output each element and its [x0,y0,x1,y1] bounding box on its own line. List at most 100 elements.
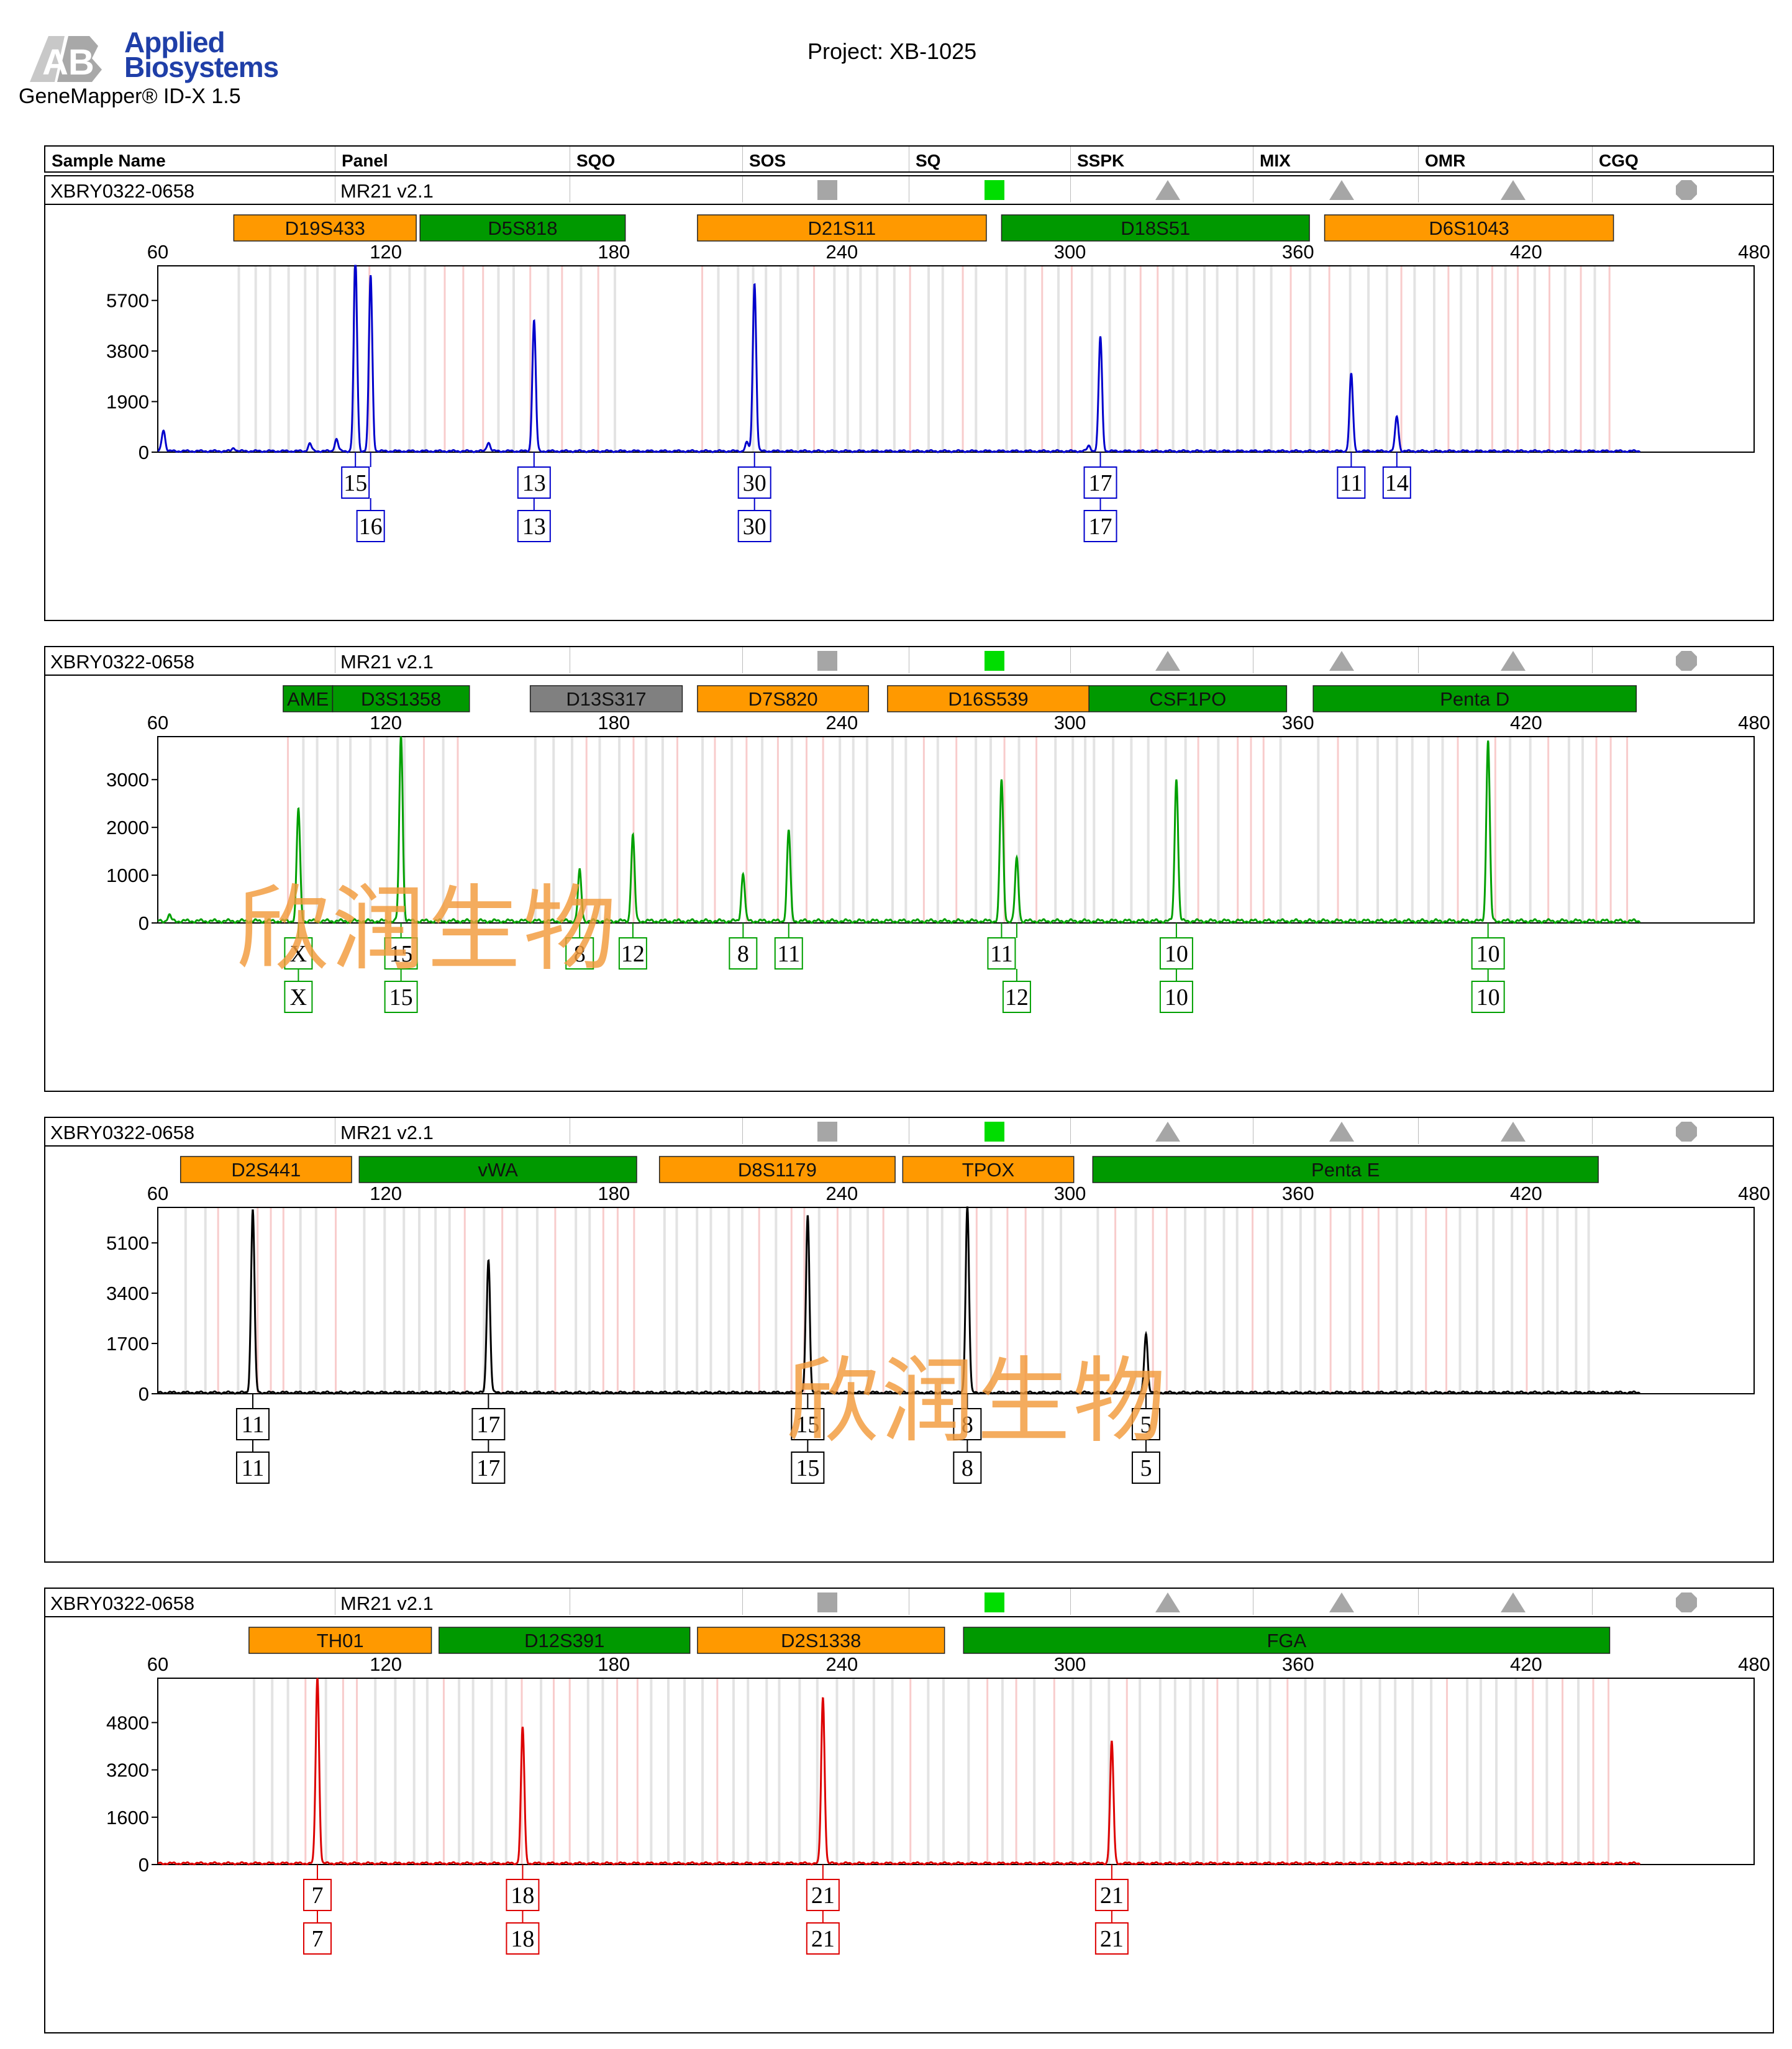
allele-call[interactable]: 30 30 [737,452,771,542]
marker-vwa[interactable]: vWA [358,1156,637,1183]
marker-bar[interactable] [963,1627,1611,1654]
allele-box[interactable] [384,937,418,970]
allele-box[interactable] [806,1922,840,1955]
marker-d12s391[interactable]: D12S391 [439,1627,691,1654]
allele-box[interactable] [729,937,758,970]
allele-box[interactable] [1471,981,1505,1013]
allele-call[interactable]: 21 21 [806,1865,840,1955]
marker-d2s1338[interactable]: D2S1338 [697,1627,945,1654]
marker-d2s441[interactable]: D2S441 [180,1156,352,1183]
allele-box[interactable] [506,1879,540,1911]
sample-info-row[interactable]: XBRY0322-0658 MR21 v2.1 [45,647,1773,676]
allele-box[interactable] [384,981,418,1013]
marker-d7s820[interactable]: D7S820 [697,685,870,712]
allele-call[interactable]: 8 [565,923,594,970]
allele-box[interactable] [987,937,1016,970]
allele-box[interactable] [471,1452,506,1484]
marker-bar[interactable] [697,1627,945,1654]
marker-csf1po[interactable]: CSF1PO [1088,685,1288,712]
marker-bar[interactable] [332,685,470,712]
marker-fga[interactable]: FGA [963,1627,1611,1654]
marker-bar[interactable] [283,685,334,712]
marker-bar[interactable] [902,1156,1075,1183]
marker-bar[interactable] [248,1627,432,1654]
allele-box[interactable] [1094,1922,1129,1955]
allele-call[interactable]: XX [284,923,313,1013]
allele-call[interactable]: 11 [987,923,1016,970]
allele-box[interactable] [1002,981,1031,1013]
allele-box[interactable] [1083,466,1117,499]
marker-th01[interactable]: TH01 [248,1627,432,1654]
allele-box[interactable] [737,466,771,499]
allele-box[interactable] [953,1452,982,1484]
marker-d13s317[interactable]: D13S317 [529,685,683,712]
allele-call[interactable]: 15 [341,452,370,499]
allele-box[interactable] [791,1452,825,1484]
allele-call[interactable]: 77 [303,1865,332,1955]
allele-box[interactable] [806,1879,840,1911]
marker-bar[interactable] [697,685,870,712]
marker-d6s1043[interactable]: D6S1043 [1324,214,1614,242]
allele-call[interactable]: 55 [1131,1394,1160,1484]
col-cgq[interactable]: CGQ [1592,147,1773,171]
marker-bar[interactable] [180,1156,352,1183]
allele-box[interactable] [1382,466,1411,499]
marker-bar[interactable] [1088,685,1288,712]
allele-call[interactable]: 8 [729,923,758,970]
marker-bar[interactable] [419,214,626,242]
allele-call[interactable]: 21 21 [1094,1865,1129,1955]
allele-box[interactable] [303,1879,332,1911]
allele-box[interactable] [565,937,594,970]
marker-bar[interactable] [439,1627,691,1654]
marker-bar[interactable] [1092,1156,1599,1183]
allele-call[interactable]: 10 10 [1471,923,1505,1013]
marker-bar[interactable] [1312,685,1637,712]
allele-box[interactable] [284,981,313,1013]
col-sspk[interactable]: SSPK [1070,147,1253,171]
allele-box[interactable] [791,1408,825,1440]
marker-bar[interactable] [658,1156,896,1183]
allele-box[interactable] [341,466,370,499]
col-panel[interactable]: Panel [335,147,570,171]
allele-call[interactable]: 11 [1337,452,1366,499]
marker-penta-e[interactable]: Penta E [1092,1156,1599,1183]
allele-call[interactable]: 10 10 [1159,923,1193,1013]
allele-box[interactable] [737,510,771,542]
marker-bar[interactable] [697,214,987,242]
allele-box[interactable] [953,1408,982,1440]
allele-box[interactable] [1337,466,1366,499]
allele-box[interactable] [506,1922,540,1955]
marker-d21s11[interactable]: D21S11 [697,214,987,242]
allele-box[interactable] [1131,1408,1160,1440]
marker-bar[interactable] [233,214,417,242]
sample-info-row[interactable]: XBRY0322-0658 MR21 v2.1 [45,176,1773,205]
col-omr[interactable]: OMR [1418,147,1592,171]
marker-penta-d[interactable]: Penta D [1312,685,1637,712]
marker-bar[interactable] [887,685,1089,712]
allele-box[interactable] [1159,981,1193,1013]
sample-info-row[interactable]: XBRY0322-0658 MR21 v2.1 [45,1118,1773,1147]
allele-call[interactable]: 12 [618,923,647,970]
marker-ame[interactable]: AME [283,685,334,712]
allele-call[interactable]: 13 13 [517,452,551,542]
allele-call[interactable]: 11 11 [235,1394,270,1484]
sample-info-row[interactable]: XBRY0322-0658 MR21 v2.1 [45,1589,1773,1617]
col-sqo[interactable]: SQO [570,147,742,171]
marker-d16s539[interactable]: D16S539 [887,685,1089,712]
allele-box[interactable] [235,1452,270,1484]
marker-bar[interactable] [1001,214,1310,242]
allele-call[interactable]: 11 [774,923,803,970]
marker-d18s51[interactable]: D18S51 [1001,214,1310,242]
marker-d3s1358[interactable]: D3S1358 [332,685,470,712]
marker-bar[interactable] [358,1156,637,1183]
marker-tpox[interactable]: TPOX [902,1156,1075,1183]
allele-call[interactable]: 88 [953,1394,982,1484]
allele-box[interactable] [618,937,647,970]
marker-d8s1179[interactable]: D8S1179 [658,1156,896,1183]
allele-box[interactable] [235,1408,270,1440]
allele-call[interactable]: 14 [1382,452,1411,499]
